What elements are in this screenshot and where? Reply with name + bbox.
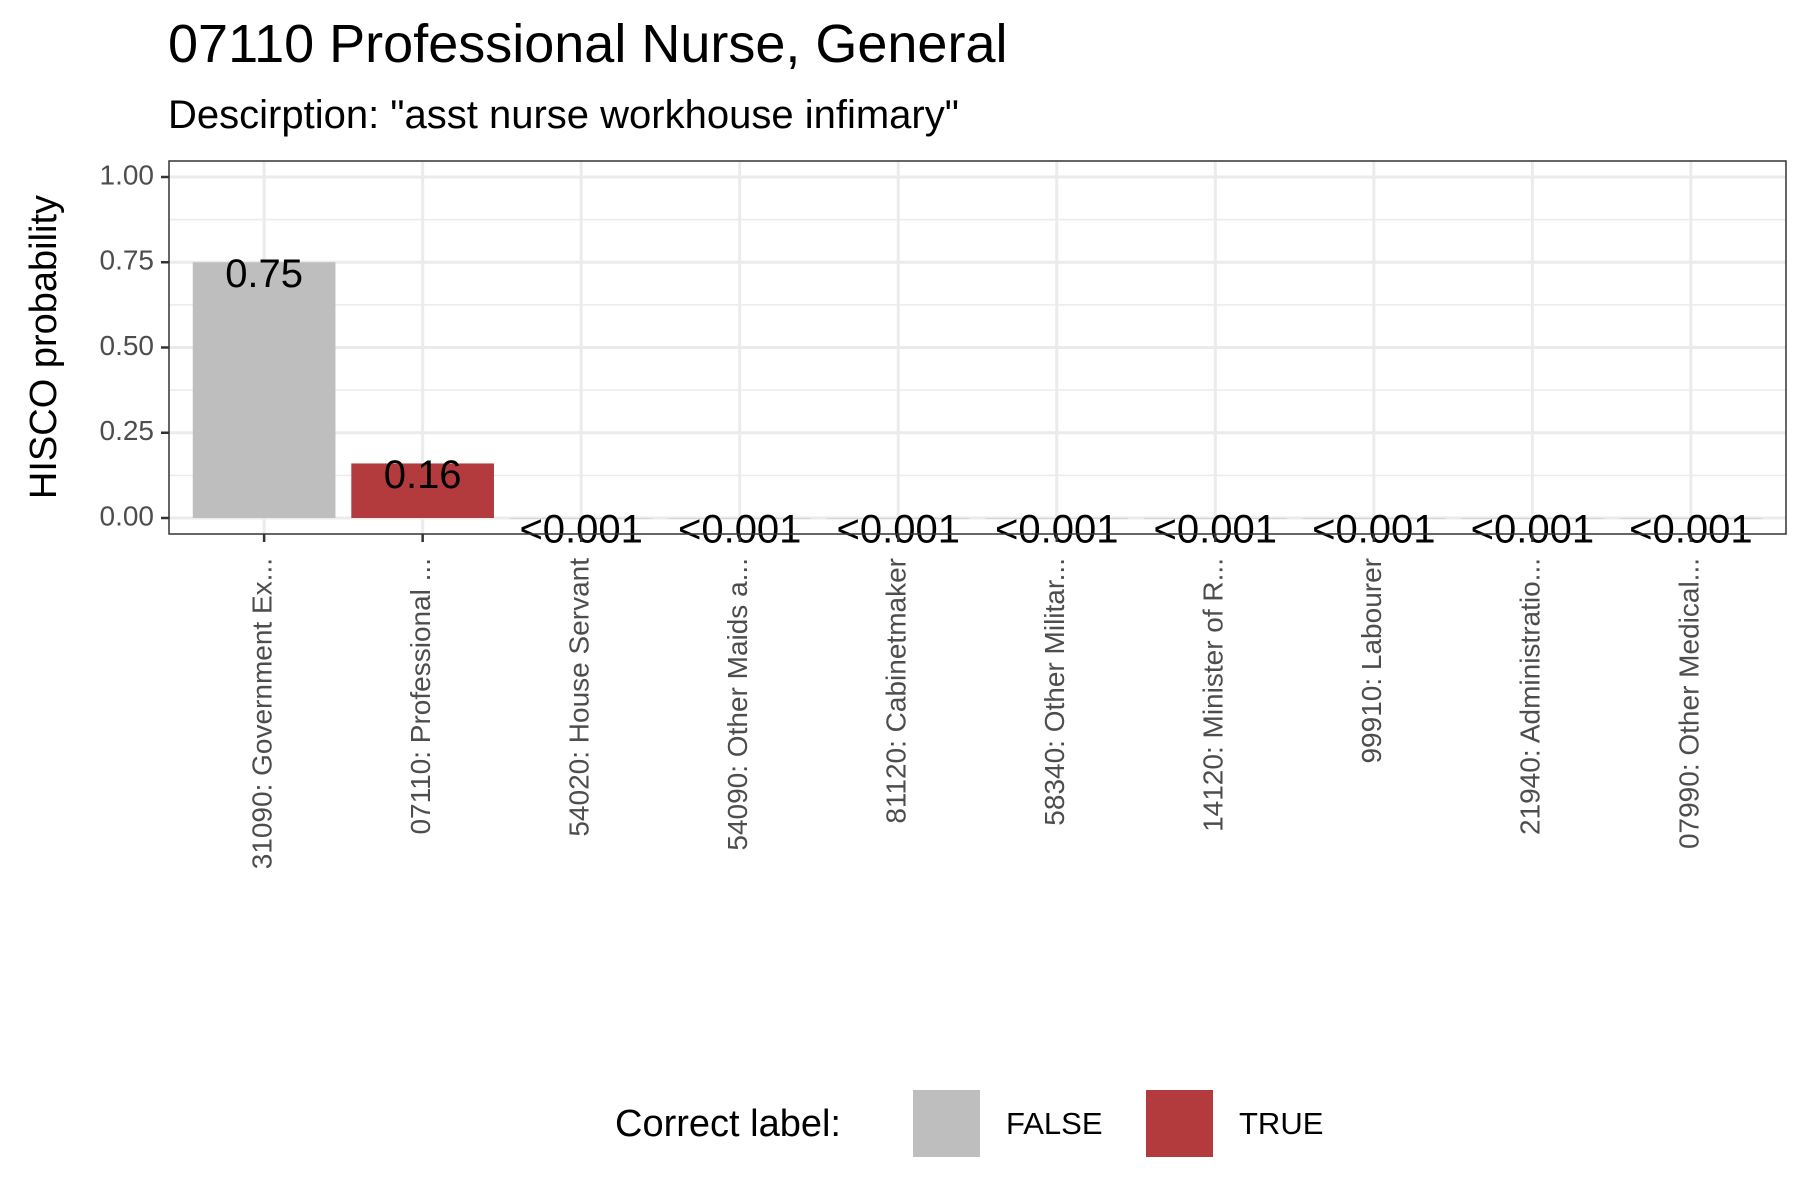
data-label-0: 0.75: [225, 252, 303, 296]
x-tick-label: 07990: Other Medical...: [1673, 558, 1704, 849]
legend: Correct label: FALSE TRUE: [615, 1090, 1323, 1157]
legend-title: Correct label:: [615, 1103, 841, 1145]
y-tick-label: 0.50: [100, 330, 155, 361]
bar-8: [1461, 518, 1604, 519]
x-tick-label: 31090: Government Ex...: [247, 558, 278, 869]
bar-2: [509, 518, 653, 519]
bar-6: [1143, 518, 1287, 519]
data-label-1: 0.16: [384, 453, 462, 497]
bar-9: [1619, 518, 1763, 519]
y-tick-label: 0.00: [100, 500, 155, 531]
x-tick-label: 21940: Administratio...: [1515, 558, 1546, 835]
bars: [192, 262, 1763, 519]
y-tick-label: 0.75: [100, 245, 155, 276]
data-labels: 0.75 0.16 <0.001 <0.001 <0.001 <0.001 <0.001 <0…: [225, 252, 1752, 552]
data-label-2: <0.001: [519, 508, 642, 552]
data-label-7: <0.001: [1312, 508, 1435, 552]
data-label-5: <0.001: [995, 508, 1118, 552]
y-axis: 0.00 0.25 0.50 0.75 1.00: [100, 159, 169, 531]
x-tick-label: 14120: Minister of R...: [1198, 558, 1229, 832]
chart-title: 07110 Professional Nurse, General: [168, 14, 1007, 74]
data-label-8: <0.001: [1471, 508, 1594, 552]
bar-1: [351, 463, 494, 518]
x-tick-label: 99910: Labourer: [1356, 558, 1387, 764]
x-axis: 31090: Government Ex... 07110: Profession…: [247, 534, 1704, 869]
y-axis-label: HISCO probability: [23, 195, 65, 499]
y-tick-label: 0.25: [100, 415, 155, 446]
data-label-6: <0.001: [1154, 508, 1277, 552]
x-tick-label: 54020: House Servant: [564, 558, 595, 837]
legend-label-false: FALSE: [1006, 1106, 1103, 1141]
y-tick-label: 1.00: [100, 159, 155, 190]
bar-5: [985, 518, 1129, 519]
data-label-4: <0.001: [837, 508, 960, 552]
data-label-3: <0.001: [678, 508, 801, 552]
data-label-9: <0.001: [1629, 508, 1752, 552]
bar-3: [668, 518, 812, 519]
x-tick-label: 07110: Professional ...: [405, 558, 436, 835]
chart-subtitle: Descirption: "asst nurse workhouse infim…: [168, 93, 959, 137]
x-tick-label: 58340: Other Militar...: [1039, 558, 1070, 826]
bar-0: [192, 262, 336, 518]
bar-7: [1302, 518, 1446, 519]
legend-label-true: TRUE: [1239, 1106, 1323, 1141]
bar-4: [826, 518, 970, 519]
x-tick-label: 54090: Other Maids a...: [722, 558, 753, 851]
legend-key-false: [913, 1090, 980, 1157]
x-tick-label: 81120: Cabinetmaker: [881, 558, 912, 824]
legend-key-true: [1146, 1090, 1213, 1157]
